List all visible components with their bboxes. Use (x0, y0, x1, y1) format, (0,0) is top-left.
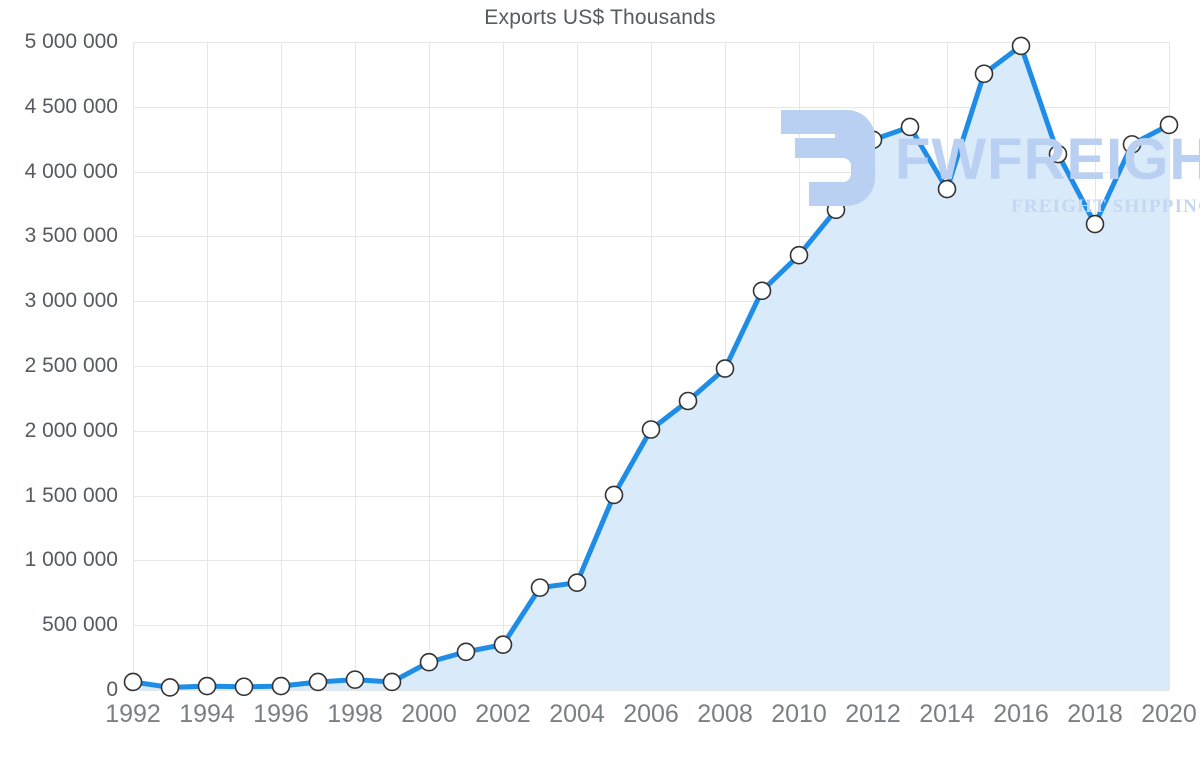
y-axis-tick-label: 3 500 000 (24, 224, 118, 248)
gridline-x-7 (651, 42, 652, 690)
y-axis-tick-label: 500 000 (42, 613, 118, 637)
gridline-x-5 (503, 42, 504, 690)
x-axis-tick-label: 2020 (1141, 700, 1197, 728)
x-axis-tick-label: 1992 (105, 700, 161, 728)
data-point-2006[interactable] (641, 420, 661, 439)
y-axis-tick-label: 5 000 000 (24, 30, 118, 53)
x-axis-tick-label: 2000 (401, 700, 457, 728)
data-point-2011[interactable] (826, 200, 846, 220)
area-fill (133, 45, 1169, 690)
x-axis-tick-label: 2002 (475, 700, 531, 728)
y-axis-tick-label: 1 500 000 (24, 483, 118, 507)
x-axis-tick-label: 1994 (179, 700, 235, 728)
y-axis-tick-label: 0 (106, 678, 118, 701)
data-point-2007[interactable] (678, 391, 698, 411)
x-axis-tick-label: 2004 (549, 700, 605, 728)
data-point-1998[interactable] (345, 670, 365, 689)
data-point-2000[interactable] (419, 652, 439, 672)
data-point-2008[interactable] (715, 359, 735, 378)
exports-area-series (123, 36, 1179, 697)
y-axis-tick-label: 2 000 000 (24, 418, 118, 442)
x-axis-tick-label: 2012 (845, 700, 901, 728)
data-point-2017[interactable] (1048, 144, 1068, 164)
gridline-x-4 (429, 42, 430, 690)
data-point-1992[interactable] (123, 672, 143, 692)
x-axis-tick-label: 1998 (327, 700, 383, 728)
y-axis-tick-label: 3 000 000 (24, 289, 118, 313)
plot-area: FWFREIGHT FREIGHT SHIPPING (123, 36, 1200, 697)
x-axis-tick-label: 1996 (253, 700, 309, 728)
data-point-1994[interactable] (197, 676, 217, 696)
x-axis-tick-label: 2014 (919, 700, 975, 728)
data-point-1997[interactable] (308, 672, 328, 692)
data-point-2010[interactable] (789, 245, 809, 265)
data-point-1995[interactable] (234, 677, 254, 697)
x-axis-tick-label: 2018 (1067, 700, 1123, 728)
gridline-x-6 (577, 42, 578, 690)
data-point-2009[interactable] (752, 281, 772, 301)
x-axis-tick-label: 2008 (697, 700, 753, 728)
y-axis-tick-label: 1 000 000 (24, 548, 118, 572)
gridline-x-0 (133, 42, 134, 690)
gridline-y-0 (133, 690, 1169, 691)
data-point-2016[interactable] (1011, 36, 1031, 56)
data-point-1999[interactable] (382, 672, 402, 692)
data-point-2019[interactable] (1122, 135, 1142, 154)
data-point-2003[interactable] (530, 578, 550, 597)
data-point-2001[interactable] (456, 642, 476, 662)
data-point-1996[interactable] (271, 676, 291, 696)
y-axis-tick-label: 4 500 000 (24, 94, 118, 118)
y-axis-tick-label: 4 000 000 (24, 159, 118, 183)
gridline-x-1 (207, 42, 208, 690)
data-point-2020[interactable] (1159, 115, 1179, 135)
data-point-2004[interactable] (567, 573, 587, 592)
gridline-x-14 (1169, 42, 1170, 690)
data-point-2018[interactable] (1085, 214, 1105, 234)
data-point-2014[interactable] (937, 179, 957, 199)
x-axis-tick-label: 2006 (623, 700, 679, 728)
data-point-1993[interactable] (160, 678, 180, 697)
data-point-2013[interactable] (900, 117, 920, 137)
data-point-2005[interactable] (604, 485, 624, 505)
data-point-2015[interactable] (974, 64, 994, 84)
x-axis-tick-label: 2016 (993, 700, 1049, 728)
gridline-x-3 (355, 42, 356, 690)
data-point-2002[interactable] (493, 635, 513, 654)
data-point-2012[interactable] (863, 130, 883, 150)
y-axis-tick-label: 2 500 000 (24, 354, 118, 377)
gridline-x-2 (281, 42, 282, 690)
x-axis-tick-label: 2010 (771, 700, 827, 728)
page-title: Exports US$ Thousands (484, 6, 716, 29)
